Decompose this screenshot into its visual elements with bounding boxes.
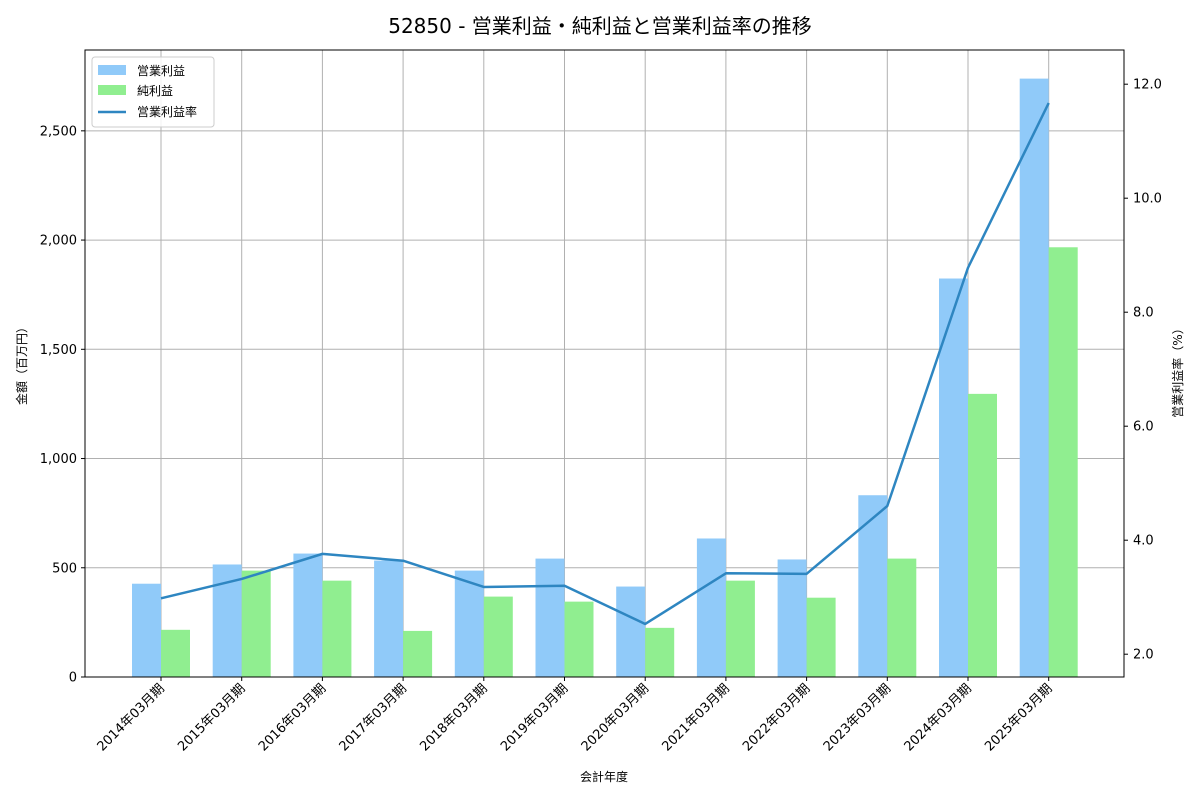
y2-tick-label: 12.0: [1133, 78, 1162, 93]
y2-tick-label: 2.0: [1133, 648, 1154, 663]
bar-net-profit: [322, 580, 352, 677]
y2-tick-label: 8.0: [1133, 306, 1154, 321]
legend-label-operating-margin: 営業利益率: [137, 104, 197, 119]
x-tick-label: 2019年03月期: [498, 681, 571, 754]
bar-net-profit: [161, 629, 190, 677]
x-tick-label: 2017年03月期: [337, 681, 410, 754]
bar-operating-profit: [535, 558, 565, 677]
y-tick-label: 1,000: [40, 452, 77, 467]
bar-operating-profit: [454, 570, 484, 677]
y-axis-left-ticks: 0 500 1,000 1,500 2,000 2,500: [40, 124, 85, 686]
bar-operating-profit: [858, 495, 888, 677]
x-axis-ticks: 2014年03月期 2015年03月期 2016年03月期 2017年03月期 2018…: [95, 677, 1056, 755]
x-tick-label: 2015年03月期: [175, 681, 248, 754]
y-axis-right-ticks: 2.0 4.0 6.0 8.0 10.0 12.0: [1124, 78, 1162, 663]
bar-operating-profit: [939, 278, 968, 677]
legend-swatch-net-profit: [98, 85, 126, 95]
y-tick-label: 1,500: [40, 343, 77, 358]
bar-net-profit: [806, 597, 836, 677]
bar-operating-profit: [132, 583, 161, 677]
x-tick-label: 2014年03月期: [95, 681, 168, 754]
x-tick-label: 2024年03月期: [902, 681, 975, 754]
y2-axis-label: 営業利益率（%）: [1170, 322, 1185, 417]
bar-operating-profit: [374, 560, 404, 677]
bar-net-profit: [241, 570, 271, 677]
bar-net-profit: [483, 596, 513, 677]
plot-frame: [84, 49, 1125, 678]
y-axis-label: 金額（百万円）: [14, 321, 29, 405]
bar-net-profit: [1048, 247, 1078, 677]
bar-operating-profit: [1019, 78, 1049, 678]
line-operating-margin: [160, 102, 1050, 626]
y-tick-label: 2,000: [40, 234, 77, 249]
x-tick-label: 2025年03月期: [982, 681, 1055, 754]
y-tick-label: 500: [52, 561, 77, 576]
bar-series: [132, 78, 1078, 678]
legend-label-net-profit: 純利益: [137, 84, 173, 98]
legend-swatch-operating-profit: [98, 65, 126, 75]
line-series: [160, 102, 1050, 626]
y2-tick-label: 6.0: [1133, 420, 1154, 435]
bar-net-profit: [725, 580, 755, 677]
x-tick-label: 2018年03月期: [417, 681, 490, 754]
bar-net-profit: [968, 393, 997, 677]
bar-net-profit: [645, 627, 675, 677]
y-tick-label: 2,500: [40, 124, 77, 139]
bar-net-profit: [403, 630, 433, 677]
bar-operating-profit: [696, 538, 726, 677]
bar-operating-profit: [616, 586, 646, 677]
bar-operating-profit: [777, 559, 807, 677]
legend-label-operating-profit: 営業利益: [137, 64, 185, 78]
bar-net-profit: [887, 558, 917, 677]
x-tick-label: 2016年03月期: [256, 681, 329, 754]
y2-tick-label: 10.0: [1133, 192, 1162, 207]
chart-title: 52850 - 営業利益・純利益と営業利益率の推移: [388, 14, 812, 38]
x-axis-label: 会計年度: [580, 769, 628, 784]
x-tick-label: 2022年03月期: [740, 681, 813, 754]
bar-net-profit: [564, 601, 594, 677]
x-tick-label: 2023年03月期: [821, 681, 894, 754]
bar-operating-profit: [293, 553, 323, 677]
x-tick-label: 2020年03月期: [579, 681, 652, 754]
y-tick-label: 0: [69, 671, 77, 686]
x-tick-label: 2021年03月期: [659, 681, 732, 754]
y2-tick-label: 4.0: [1133, 534, 1154, 549]
legend: 営業利益 純利益 営業利益率: [91, 56, 215, 128]
